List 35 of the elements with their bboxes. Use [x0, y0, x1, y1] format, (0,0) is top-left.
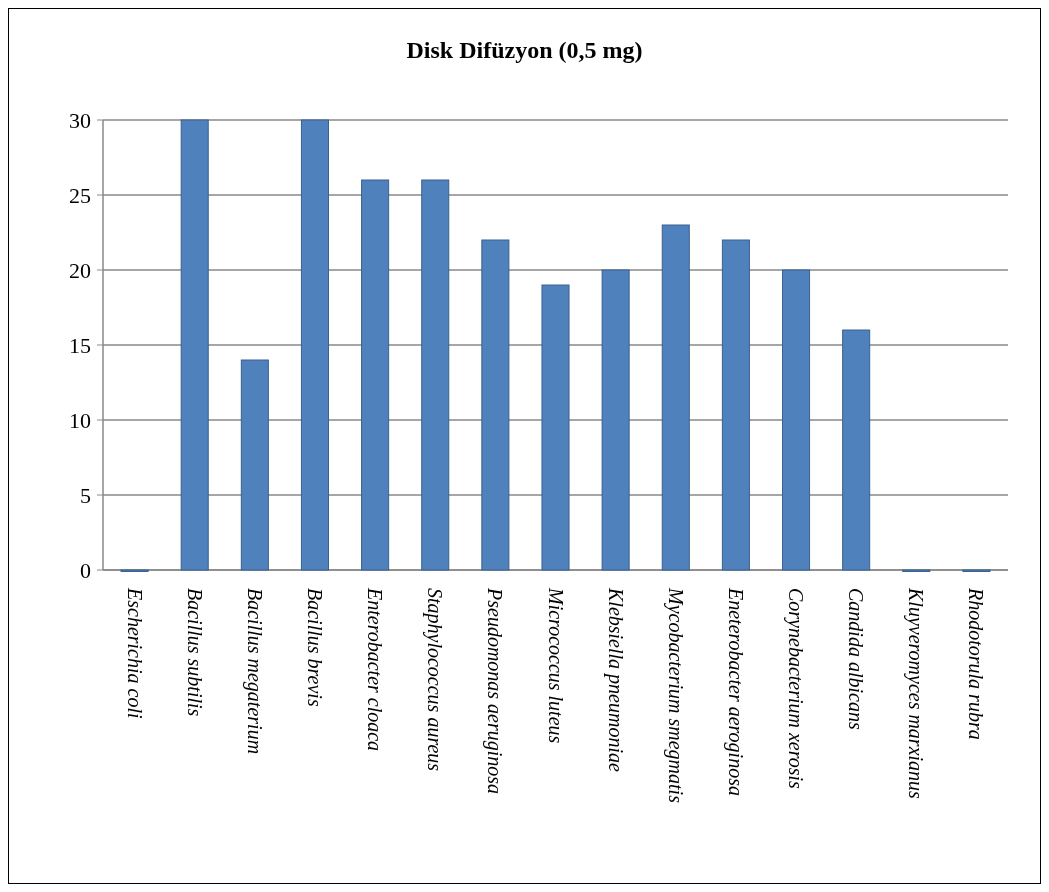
bar: [541, 284, 570, 571]
x-tick-label: Pseudomonas aeruginosa: [483, 587, 507, 795]
bar: [240, 359, 269, 571]
bar: [361, 179, 390, 571]
bar: [300, 119, 329, 571]
x-tick-label: Rhodotorula rubra: [965, 587, 988, 740]
bar: [601, 269, 630, 571]
x-tick-label: Corynebacterium xerosis: [784, 588, 808, 790]
bar: [782, 269, 811, 571]
bar: [842, 329, 871, 571]
x-tick-label: Staphylococcus aureus: [423, 588, 447, 772]
x-tick-label: Enterobacter cloaca: [364, 587, 387, 752]
y-tick-label: 10: [69, 407, 91, 433]
x-tick-label: Eneterobacter aeroginosa: [723, 587, 747, 796]
y-tick-label: 25: [69, 182, 91, 208]
x-tick-label: Kluyveromyces marxianus: [904, 587, 928, 800]
x-tick-label: Bacillus megaterium: [242, 588, 266, 755]
bar: [481, 239, 510, 571]
y-tick-label: 15: [69, 332, 91, 358]
x-tick-label: Mycobacterium smegmatis: [663, 587, 687, 804]
x-tick-label: Candida albicans: [845, 588, 868, 730]
bar: [721, 239, 750, 571]
x-tick-label: Klebsiella pneumoniae: [603, 587, 627, 772]
x-tick-label: Bacillus subtilis: [183, 588, 206, 717]
y-tick-label: 0: [80, 557, 91, 583]
x-tick-label: Bacillus brevis: [303, 588, 326, 707]
x-tick-label: Escherichia coli: [123, 587, 146, 719]
bar: [180, 119, 209, 571]
y-tick-label: 20: [69, 257, 91, 283]
bar: [661, 224, 690, 571]
chart-title: Disk Difüzyon (0,5 mg): [406, 37, 643, 63]
y-tick-label: 5: [80, 482, 91, 508]
x-tick-label: Micrococcus luteus: [544, 587, 567, 744]
bar: [421, 179, 450, 571]
y-tick-label: 30: [69, 107, 91, 133]
